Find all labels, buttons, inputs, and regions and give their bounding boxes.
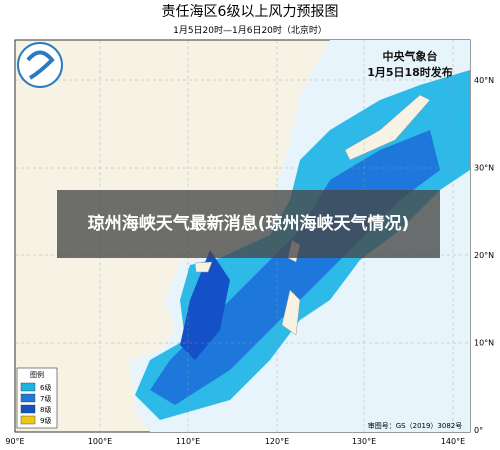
x-axis-label: 100°E: [88, 437, 112, 446]
x-axis-label: 130°E: [352, 437, 376, 446]
legend-swatch: [20, 404, 36, 414]
legend-label: 9级: [40, 416, 51, 425]
logo-mark: [26, 50, 55, 80]
issuer-time: 1月5日18时发布: [367, 65, 453, 79]
issuer-name: 中央气象台: [383, 49, 438, 63]
legend-swatch: [20, 382, 36, 392]
island: [194, 261, 213, 273]
headline-band: 琼州海峡天气最新消息(琼州海峡天气情况): [57, 190, 440, 258]
island: [281, 289, 301, 336]
y-axis-label: 30°N: [474, 164, 494, 173]
subtitle: 1月5日20时—1月6日20时（北京时）: [173, 24, 327, 36]
credit: 审图号：GS（2019）3082号: [368, 421, 463, 430]
logo: [17, 42, 63, 88]
legend-label: 6级: [40, 383, 51, 392]
legend-label: 8级: [40, 405, 51, 414]
y-axis-label: 40°N: [474, 76, 494, 85]
island: [344, 94, 431, 161]
wind-8: [180, 250, 230, 360]
legend-swatch: [20, 415, 36, 425]
y-axis-label: 10°N: [474, 339, 494, 348]
legend-swatch: [20, 393, 36, 403]
y-axis-label: 0°: [474, 426, 483, 435]
y-axis-label: 20°N: [474, 251, 494, 260]
x-axis-label: 90°E: [5, 437, 24, 446]
legend-label: 7级: [40, 394, 51, 403]
legend-title: 图例: [30, 370, 44, 379]
x-axis-label: 140°E: [441, 437, 465, 446]
x-axis-label: 120°E: [265, 437, 289, 446]
headline: 琼州海峡天气最新消息(琼州海峡天气情况): [87, 214, 410, 234]
x-axis-label: 110°E: [176, 437, 200, 446]
title: 责任海区6级以上风力预报图: [162, 4, 339, 20]
